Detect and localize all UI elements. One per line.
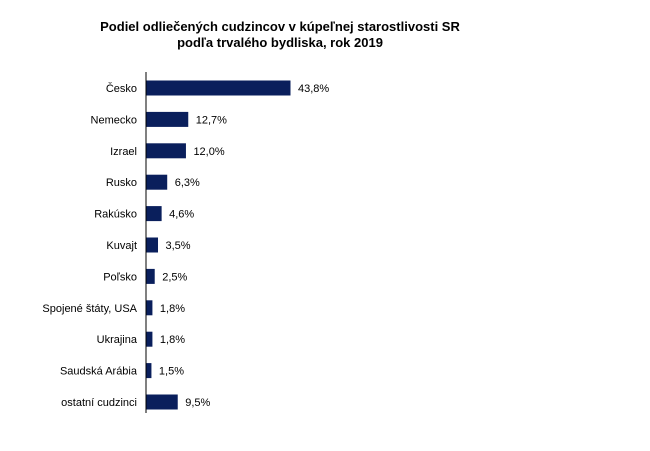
bars-group: Česko 43,8% Nemecko 12,7% Izrael 12,0% Rusko 6,… — [42, 80, 329, 410]
bar-row: Izrael 12,0% — [110, 143, 225, 159]
category-label: Nemecko — [91, 114, 137, 126]
data-label: 12,7% — [196, 114, 227, 126]
bar — [146, 363, 152, 379]
bar — [146, 268, 155, 284]
bar-row: ostatní cudzinci 9,5% — [61, 394, 211, 410]
category-label: Izrael — [110, 146, 137, 158]
category-label: Kuvajt — [106, 240, 137, 252]
bar — [146, 206, 162, 222]
data-label: 6,3% — [175, 177, 200, 189]
bar-row: Kuvajt 3,5% — [106, 237, 191, 253]
bar — [146, 111, 189, 127]
bar-row: Rusko 6,3% — [106, 174, 200, 190]
chart-title-line-2: podľa trvalého bydliska, rok 2019 — [177, 35, 383, 50]
data-label: 1,8% — [160, 334, 185, 346]
bar-row: Spojené štáty, USA 1,8% — [42, 300, 185, 316]
data-label: 3,5% — [166, 240, 191, 252]
category-label: Ukrajina — [97, 334, 138, 346]
bar — [146, 174, 168, 190]
bar — [146, 237, 159, 253]
category-label: Česko — [106, 82, 137, 95]
data-label: 2,5% — [162, 271, 187, 283]
bar-row: Ukrajina 1,8% — [97, 331, 185, 347]
data-label: 1,8% — [160, 303, 185, 315]
data-label: 4,6% — [169, 209, 194, 221]
category-label: Saudská Arábia — [60, 366, 138, 378]
bar — [146, 300, 153, 316]
category-label: ostatní cudzinci — [61, 397, 137, 409]
category-label: Rusko — [106, 177, 137, 189]
category-label: Spojené štáty, USA — [42, 303, 137, 315]
bar-row: Poľsko 2,5% — [103, 268, 188, 284]
chart-title-line-1: Podiel odliečených cudzincov v kúpeľnej … — [100, 19, 460, 34]
category-label: Rakúsko — [94, 209, 137, 221]
bar — [146, 331, 153, 347]
bar — [146, 80, 291, 96]
bar-row: Saudská Arábia 1,5% — [60, 363, 184, 379]
bar-row: Česko 43,8% — [106, 80, 329, 96]
data-label: 12,0% — [193, 146, 224, 158]
bar — [146, 394, 178, 410]
bar — [146, 143, 186, 159]
data-label: 1,5% — [159, 366, 184, 378]
category-label: Poľsko — [103, 271, 137, 283]
bar-row: Rakúsko 4,6% — [94, 206, 194, 222]
data-label: 43,8% — [298, 83, 329, 95]
bar-row: Nemecko 12,7% — [91, 111, 227, 127]
data-label: 9,5% — [185, 397, 210, 409]
